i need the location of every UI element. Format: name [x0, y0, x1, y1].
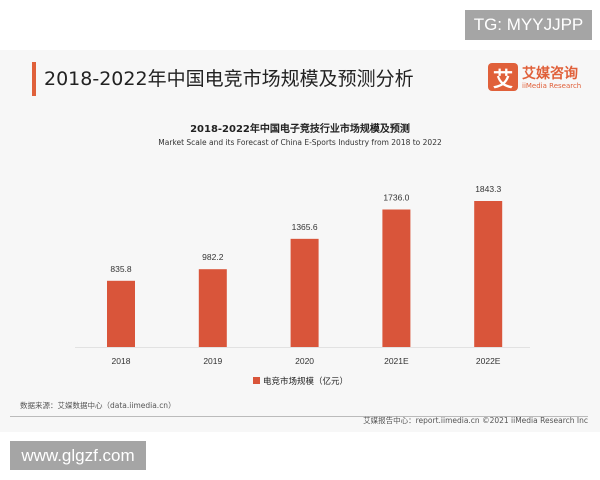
- data-label: 1736.0: [383, 192, 409, 202]
- watermark-bottom: www.glgzf.com: [10, 441, 146, 470]
- bar: [382, 209, 411, 347]
- x-tick-label: 2022E: [476, 356, 501, 366]
- chart-subtitle: Market Scale and its Forecast of China E…: [158, 138, 442, 147]
- data-source: 数据来源：艾媒数据中心（data.iimedia.cn）: [20, 401, 176, 410]
- legend-label: 电竞市场规模（亿元）: [263, 376, 348, 387]
- footer-copyright: 艾媒报告中心：report.iimedia.cn ©2021 iiMedia R…: [363, 416, 588, 425]
- x-tick-label: 2018: [112, 356, 131, 366]
- data-label: 1365.6: [292, 222, 318, 232]
- bar: [198, 269, 227, 347]
- chart-title: 2018-2022年中国电子竞技行业市场规模及预测: [190, 124, 410, 135]
- data-label: 835.8: [110, 264, 132, 274]
- bar: [474, 201, 503, 347]
- footer-divider: [10, 416, 588, 417]
- x-tick-label: 2020: [295, 356, 314, 366]
- x-tick-label: 2019: [203, 356, 222, 366]
- x-tick-label: 2021E: [384, 356, 409, 366]
- legend-swatch: [253, 377, 260, 384]
- page-title: 2018-2022年中国电竞市场规模及预测分析: [44, 68, 414, 90]
- logo-text: 艾媒咨询: [522, 66, 578, 82]
- watermark-top: TG: MYYJJPP: [465, 10, 592, 40]
- logo-icon: 艾: [488, 63, 518, 91]
- title-accent-bar: [32, 62, 36, 96]
- data-label: 1843.3: [475, 184, 501, 194]
- data-label: 982.2: [202, 252, 224, 262]
- bar: [107, 280, 135, 347]
- logo-subtext: iiMedia Research: [522, 82, 582, 90]
- bar: [290, 238, 319, 347]
